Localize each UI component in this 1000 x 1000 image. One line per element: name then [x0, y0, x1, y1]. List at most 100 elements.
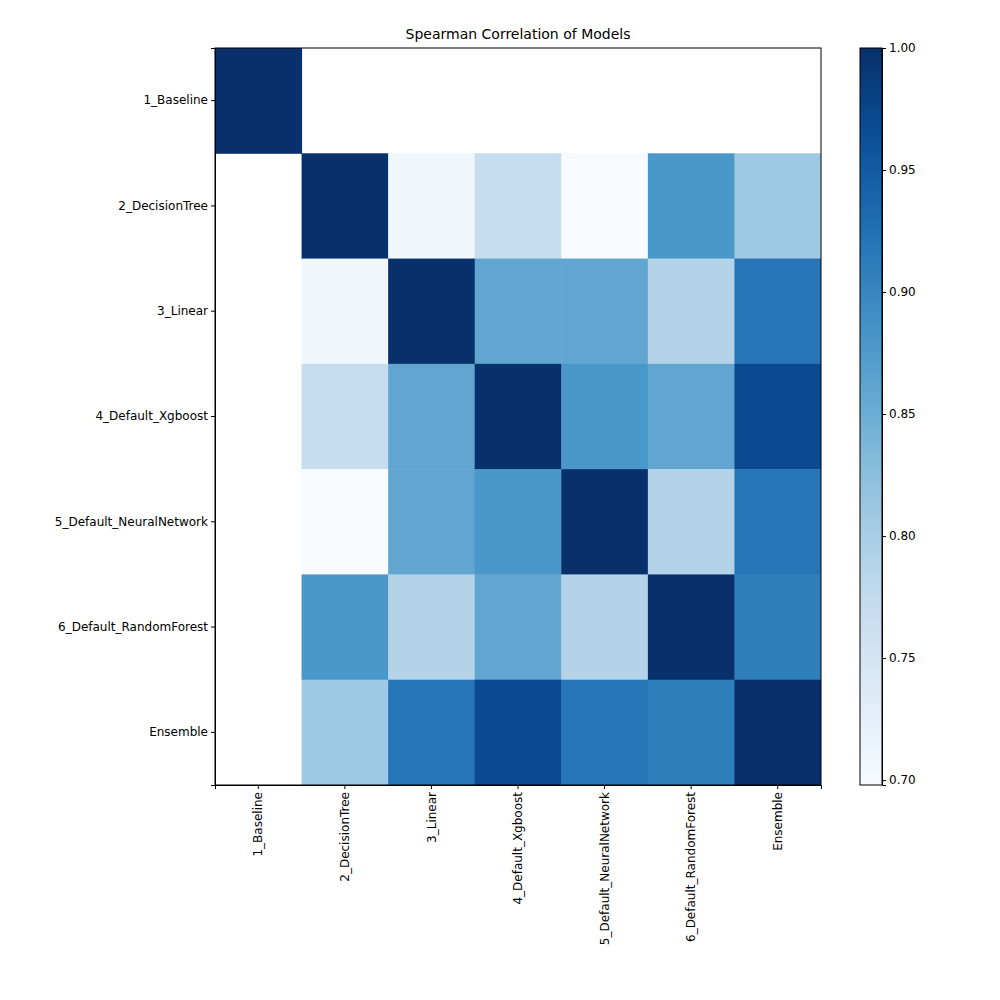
x-tick-label: 6_Default_RandomForest: [684, 792, 698, 942]
colorbar-tick-label: 0.70: [889, 773, 916, 787]
heatmap-cell: [475, 153, 562, 259]
y-tick-group: 4_Default_Xgboost: [95, 409, 215, 423]
heatmap-cell: [475, 364, 562, 470]
heatmap-cell: [215, 48, 302, 154]
y-tick: [211, 627, 215, 628]
heatmap-cell: [648, 469, 735, 575]
y-tick-group: 1_Baseline: [143, 93, 215, 107]
y-tick-group: 3_Linear: [157, 304, 215, 318]
colorbar-tick-group: 0.75: [882, 651, 916, 665]
heatmap-cell: [734, 680, 821, 785]
heatmap-cell: [561, 680, 648, 785]
heatmap-cell: [561, 574, 648, 680]
y-tick-group: 6_Default_RandomForest: [58, 620, 215, 634]
heatmap-cell: [388, 153, 475, 259]
heatmap-cell: [734, 574, 821, 680]
colorbar-tick-group: 0.80: [882, 529, 916, 543]
x-tick: [777, 785, 778, 789]
y-tick-group: 2_DecisionTree: [118, 199, 215, 213]
colorbar-tick: [882, 292, 886, 293]
x-tick-label: Ensemble: [771, 792, 785, 851]
x-tick: [431, 785, 432, 789]
colorbar-tick-label: 0.75: [889, 651, 916, 665]
heatmap-cell: [561, 259, 648, 365]
x-axis-line: [216, 786, 822, 790]
x-axis: 1_Baseline2_DecisionTree3_Linear4_Defaul…: [216, 785, 822, 945]
y-tick-label: 2_DecisionTree: [118, 199, 208, 213]
colorbar-frame: [860, 48, 882, 785]
heatmap-cell: [561, 153, 648, 259]
y-tick: [211, 732, 215, 733]
colorbar-tick-label: 0.85: [889, 407, 916, 421]
colorbar-tick: [882, 536, 886, 537]
heatmap-cell: [734, 469, 821, 575]
x-tick-group: Ensemble: [771, 785, 785, 851]
heatmap-cell: [475, 469, 562, 575]
x-tick: [344, 785, 345, 789]
y-tick-label: 1_Baseline: [143, 93, 208, 107]
x-tick: [258, 785, 259, 789]
x-tick-label: 5_Default_NeuralNetwork: [598, 792, 612, 945]
colorbar-tick-label: 1.00: [889, 41, 916, 55]
y-tick-group: 5_Default_NeuralNetwork: [55, 515, 215, 529]
colorbar-tick: [882, 658, 886, 659]
heatmap-cell: [475, 259, 562, 365]
x-tick-group: 4_Default_Xgboost: [511, 785, 525, 905]
heatmap-cell: [302, 259, 389, 365]
chart: Spearman Correlation of Models 1_Baseline…: [0, 0, 1000, 1000]
y-tick: [211, 521, 215, 522]
colorbar-tick: [882, 48, 886, 49]
x-tick-group: 6_Default_RandomForest: [684, 785, 698, 942]
heatmap-cell: [648, 153, 735, 259]
heatmap-cell: [302, 574, 389, 680]
x-tick-group: 3_Linear: [425, 785, 439, 843]
y-tick-label: 6_Default_RandomForest: [58, 620, 208, 634]
heatmap-cell: [388, 469, 475, 575]
colorbar-tick-label: 0.90: [889, 285, 916, 299]
cells: [215, 48, 821, 785]
y-tick-label: 3_Linear: [157, 304, 208, 318]
heatmap-cell: [734, 259, 821, 365]
y-tick-group: Ensemble: [149, 725, 215, 739]
heatmap-cell: [302, 469, 389, 575]
heatmap-cell: [388, 574, 475, 680]
y-tick: [211, 311, 215, 312]
x-tick-label: 1_Baseline: [251, 792, 265, 857]
x-tick: [518, 785, 519, 789]
heatmap-cell: [734, 153, 821, 259]
y-tick: [211, 205, 215, 206]
colorbar-tick: [882, 170, 886, 171]
y-tick: [211, 100, 215, 101]
title: Spearman Correlation of Models: [406, 26, 631, 42]
y-tick-label: 5_Default_NeuralNetwork: [55, 515, 208, 529]
colorbar-tick-group: 1.00: [882, 41, 916, 55]
heatmap-cell: [388, 680, 475, 785]
x-tick-label: 3_Linear: [425, 792, 439, 843]
colorbar-tick-label: 0.95: [889, 163, 916, 177]
heatmap-cell: [302, 364, 389, 470]
y-tick-label: Ensemble: [149, 725, 208, 739]
x-tick-label: 4_Default_Xgboost: [511, 792, 525, 905]
heatmap-cell: [302, 153, 389, 259]
heatmap-cell: [648, 680, 735, 785]
heatmap-cell: [648, 259, 735, 365]
y-tick: [211, 416, 215, 417]
heatmap-cell: [648, 574, 735, 680]
colorbar-tick: [882, 780, 886, 781]
heatmap-cell: [388, 259, 475, 365]
heatmap-cell: [475, 574, 562, 680]
colorbar-tick-label: 0.80: [889, 529, 916, 543]
colorbar-tick-group: 0.70: [882, 773, 916, 787]
x-tick: [604, 785, 605, 789]
heatmap-cell: [561, 364, 648, 470]
plot-frame: [215, 48, 821, 785]
heatmap-cell: [388, 364, 475, 470]
colorbar-tick-group: 0.95: [882, 163, 916, 177]
colorbar: [860, 48, 882, 785]
y-tick-label: 4_Default_Xgboost: [95, 409, 208, 423]
colorbar-tick-group: 0.90: [882, 285, 916, 299]
x-tick: [691, 785, 692, 789]
colorbar-axis-line: [883, 49, 887, 786]
heatmap-cell: [648, 364, 735, 470]
colorbar-tick-group: 0.85: [882, 407, 916, 421]
